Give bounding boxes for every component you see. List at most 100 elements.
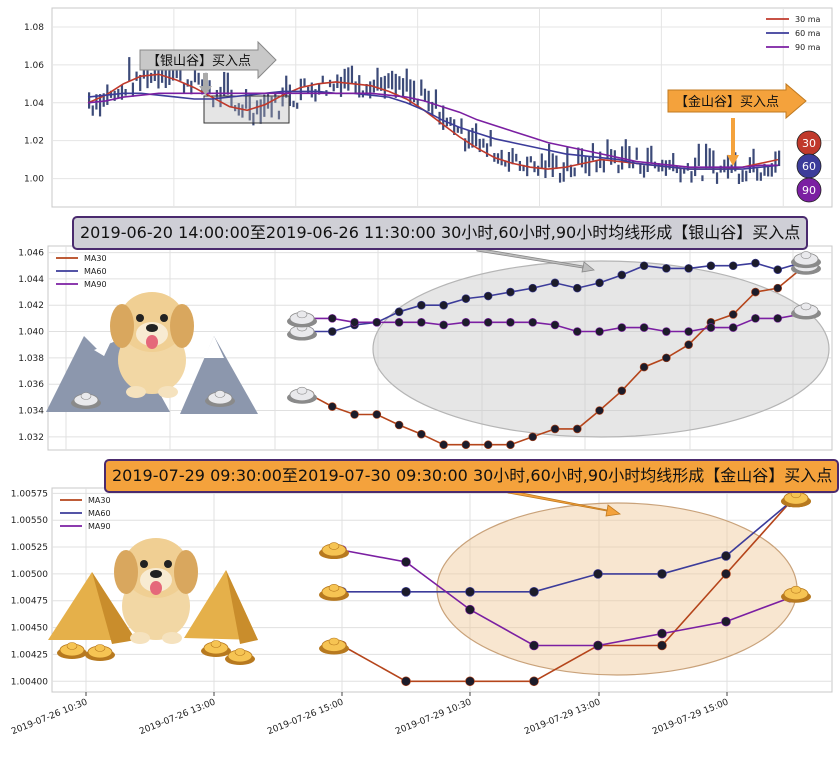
price-bar bbox=[610, 149, 613, 165]
silver-panel-point-MA90 bbox=[572, 327, 582, 336]
price-bar bbox=[770, 163, 773, 177]
price-bar bbox=[617, 164, 620, 174]
gold-panel-y-tick-label: 1.00400 bbox=[11, 677, 48, 687]
price-bar bbox=[577, 147, 580, 165]
gold-panel-ingot-start bbox=[319, 584, 349, 601]
gold-panel-point-MA90 bbox=[465, 604, 475, 615]
price-bar bbox=[161, 70, 164, 83]
gold-valley-title: 2019-07-29 09:30:00至2019-07-30 09:30:00 … bbox=[104, 459, 839, 493]
silver-buy-arrow bbox=[139, 40, 277, 80]
silver-panel-point-MA30 bbox=[684, 340, 693, 350]
silver-scene-ingot-left-top bbox=[80, 392, 92, 400]
price-bar bbox=[551, 153, 554, 178]
silver-panel-point-MA30 bbox=[662, 353, 671, 363]
price-bar bbox=[332, 83, 335, 92]
silver-panel-point-MA60 bbox=[506, 287, 515, 297]
price-bar bbox=[745, 170, 748, 182]
silver-panel-point-MA30 bbox=[773, 283, 783, 293]
gold-panel-legend-label: MA30 bbox=[88, 496, 111, 505]
price-bar bbox=[318, 83, 321, 95]
price-bar bbox=[566, 147, 569, 172]
silver-panel-point-MA90 bbox=[506, 318, 515, 327]
silver-scene-ingot-right bbox=[205, 390, 235, 407]
price-bar bbox=[226, 72, 229, 95]
price-bar bbox=[602, 159, 605, 173]
silver-panel-point-MA30 bbox=[372, 410, 382, 419]
gold-panel-y-tick-label: 1.00500 bbox=[11, 570, 48, 580]
price-bar bbox=[88, 92, 91, 109]
price-bar bbox=[540, 153, 543, 169]
gold-panel-legend-label: MA60 bbox=[88, 509, 111, 518]
overview-y-tick-label: 1.08 bbox=[24, 23, 44, 33]
silver-panel-point-MA30 bbox=[528, 432, 538, 442]
silver-panel-point-MA60 bbox=[617, 270, 627, 280]
gold-buy-label: 【金山谷】买入点 bbox=[675, 94, 779, 110]
price-bar bbox=[186, 79, 189, 87]
price-bar bbox=[464, 138, 467, 152]
silver-panel-point-MA60 bbox=[728, 261, 738, 271]
price-bar bbox=[427, 90, 430, 112]
price-bar bbox=[182, 82, 186, 93]
silver-panel-point-MA90 bbox=[483, 318, 493, 327]
silver-panel-y-tick-label: 1.040 bbox=[18, 328, 44, 338]
gold-panel-point-MA30 bbox=[529, 676, 539, 687]
silver-puppy-eye-left bbox=[136, 314, 144, 322]
overview-y-tick-label: 1.04 bbox=[24, 99, 44, 109]
price-bar bbox=[266, 94, 270, 109]
gold-panel-point-MA60 bbox=[593, 569, 603, 579]
price-bar bbox=[420, 79, 423, 96]
price-bar bbox=[259, 99, 262, 124]
silver-panel-point-MA90 bbox=[350, 318, 359, 327]
price-bar bbox=[358, 75, 361, 98]
gold-scene-ingot-3 bbox=[201, 640, 231, 657]
silver-panel-y-tick-label: 1.044 bbox=[18, 275, 44, 285]
silver-scene-ingot-right-top bbox=[214, 390, 226, 398]
price-bar bbox=[409, 79, 412, 104]
silver-panel-point-MA90 bbox=[550, 320, 560, 330]
price-bar bbox=[467, 130, 470, 149]
gold-panel-point-MA60 bbox=[721, 551, 731, 561]
price-bar bbox=[347, 67, 350, 91]
silver-panel-legend-label: MA30 bbox=[84, 254, 107, 263]
price-bar bbox=[453, 119, 456, 135]
price-bar bbox=[124, 88, 127, 96]
gold-panel-series-line-MA30 bbox=[341, 501, 791, 683]
gold-pyramid-right-shade bbox=[226, 570, 258, 644]
silver-panel-ingot-end-top bbox=[800, 302, 812, 311]
gold-buy-down-arrow bbox=[727, 118, 739, 166]
price-bar bbox=[113, 90, 116, 101]
price-bar bbox=[690, 171, 693, 183]
silver-panel-point-MA60 bbox=[572, 283, 582, 293]
silver-panel-point-MA90 bbox=[461, 318, 471, 327]
silver-panel-point-MA30 bbox=[639, 362, 649, 372]
price-bar bbox=[504, 160, 507, 167]
price-bar bbox=[91, 105, 94, 116]
overview-y-tick-label: 1.06 bbox=[24, 61, 44, 71]
price-bar bbox=[485, 143, 489, 157]
price-bar bbox=[252, 112, 255, 126]
price-bar bbox=[142, 67, 145, 79]
gold-panel-point-MA30 bbox=[657, 640, 667, 651]
ma-badge-label: 60 bbox=[802, 160, 816, 173]
silver-puppy-nose bbox=[146, 324, 158, 332]
price-bar bbox=[380, 77, 383, 91]
price-bar bbox=[657, 163, 660, 172]
price-bar bbox=[398, 76, 401, 90]
silver-mountain-right bbox=[180, 336, 258, 414]
price-bar bbox=[456, 126, 459, 133]
gold-panel-y-tick-label: 1.00550 bbox=[11, 516, 48, 526]
silver-panel-point-MA60 bbox=[461, 294, 471, 303]
price-bar bbox=[712, 150, 715, 174]
gold-panel-point-MA90 bbox=[721, 616, 731, 627]
price-bar bbox=[584, 156, 587, 174]
price-bar bbox=[580, 148, 584, 168]
silver-panel-y-tick-label: 1.036 bbox=[18, 380, 44, 390]
price-bar bbox=[383, 75, 386, 99]
silver-valley-title: 2019-06-20 14:00:00至2019-06-26 11:30:00 … bbox=[72, 216, 808, 250]
silver-panel-point-MA30 bbox=[617, 386, 627, 396]
price-bar bbox=[533, 161, 536, 173]
silver-panel-point-MA30 bbox=[550, 424, 560, 434]
gold-buy-arrow bbox=[667, 82, 807, 120]
price-bar bbox=[248, 96, 251, 121]
price-bar bbox=[606, 139, 609, 160]
